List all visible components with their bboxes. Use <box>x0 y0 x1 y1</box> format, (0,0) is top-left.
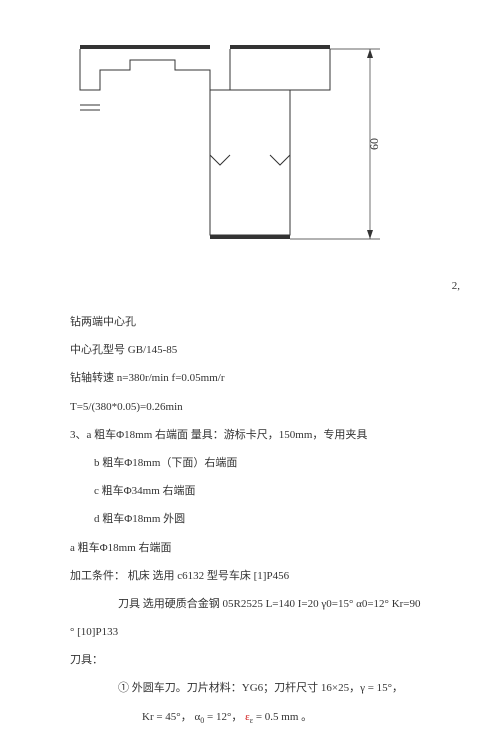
line-11a: 刀具 选用硬质合金钢 05R2525 L=140 I=20 γ0=15° α0=… <box>70 592 440 616</box>
page-marker: 2, <box>452 280 460 292</box>
line-3: 钻轴转速 n=380r/min f=0.05mm/r <box>70 366 440 390</box>
line-10: 加工条件： 机床 选用 c6132 型号车床 [1]P456 <box>70 564 440 588</box>
line-5: 3、a 粗车Φ18mm 右端面 量具：游标卡尺，150mm，专用夹具 <box>70 423 440 447</box>
line-12: 刀具： <box>70 648 440 672</box>
line-8: d 粗车Φ18mm 外圆 <box>70 507 440 531</box>
line-9: a 粗车Φ18mm 右端面 <box>70 536 440 560</box>
line-13: ① 外圆车刀。刀片材料：YG6；刀杆尺寸 16×25，γ = 15°， <box>70 676 440 700</box>
line-4: T=5/(380*0.05)=0.26min <box>70 395 440 419</box>
line-6: b 粗车Φ18mm（下面）右端面 <box>70 451 440 475</box>
line-2: 中心孔型号 GB/145-85 <box>70 338 440 362</box>
line-7: c 粗车Φ34mm 右端面 <box>70 479 440 503</box>
technical-drawing: 60 <box>70 40 430 280</box>
dimension-60: 60 <box>367 138 381 150</box>
line-14: Kr = 45°， α0 = 12°， εε = 0.5 mm 。 <box>70 705 440 730</box>
line-1: 钻两端中心孔 <box>70 310 440 334</box>
line-11b: ° [10]P133 <box>70 620 440 644</box>
document-body: 钻两端中心孔 中心孔型号 GB/145-85 钻轴转速 n=380r/min f… <box>70 310 440 733</box>
